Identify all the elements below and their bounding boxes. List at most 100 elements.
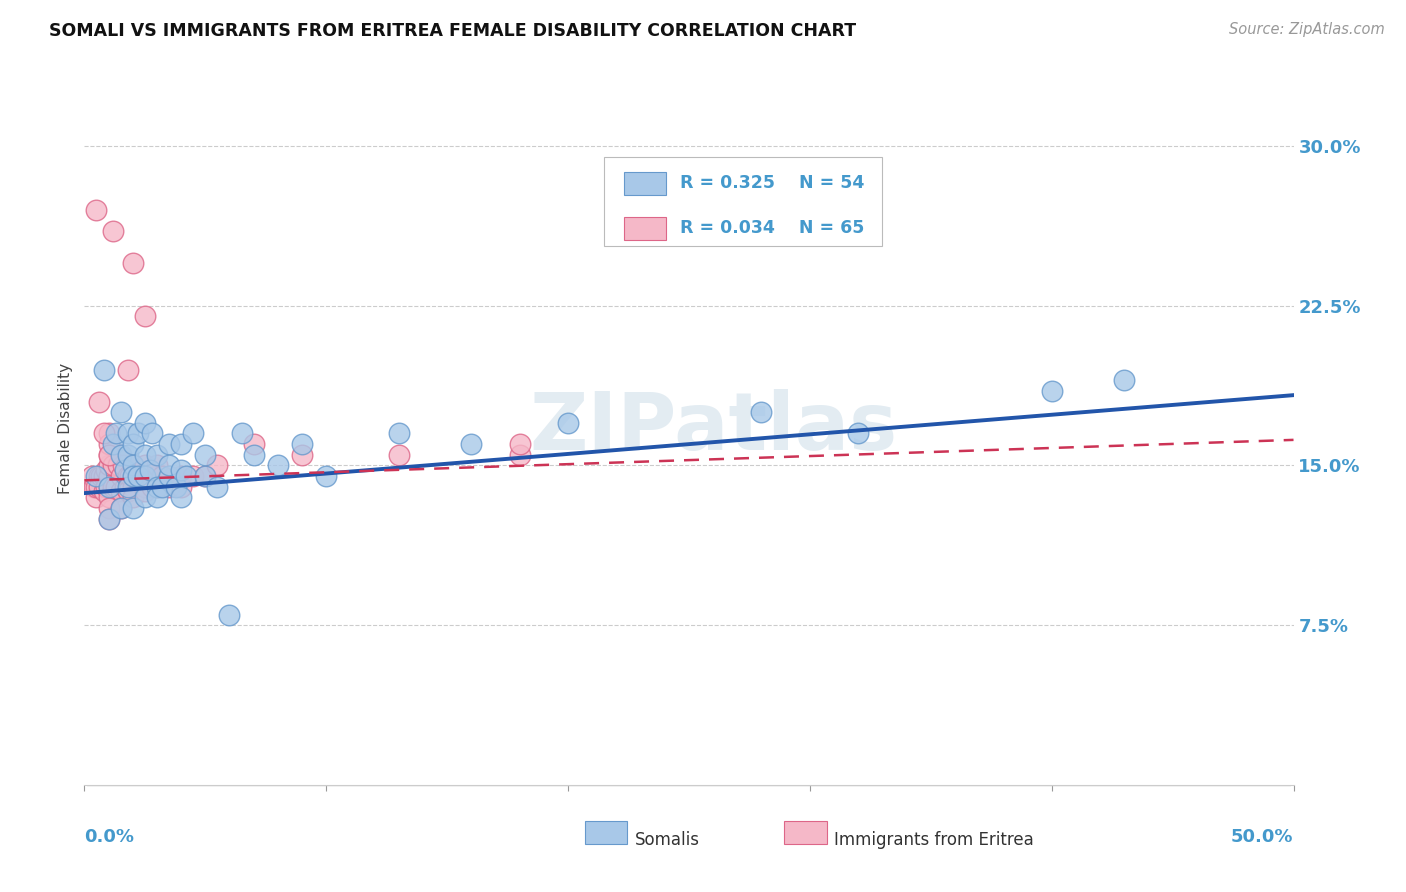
Point	[291, 437, 314, 451]
Point	[207, 458, 229, 473]
Point	[83, 480, 105, 494]
Point	[117, 426, 139, 441]
Point	[110, 469, 132, 483]
Point	[80, 469, 103, 483]
Point	[93, 483, 115, 498]
Point	[127, 426, 149, 441]
Point	[97, 480, 120, 494]
Point	[146, 469, 169, 483]
Point	[97, 480, 120, 494]
Point	[157, 437, 180, 451]
Point	[141, 480, 163, 494]
Point	[134, 416, 156, 430]
Point	[146, 491, 169, 505]
Point	[121, 480, 143, 494]
Point	[94, 480, 117, 494]
Point	[121, 491, 143, 505]
Point	[97, 448, 120, 462]
Point	[110, 405, 132, 419]
FancyBboxPatch shape	[605, 157, 883, 246]
Point	[194, 469, 217, 483]
Point	[86, 480, 108, 494]
Point	[97, 511, 120, 525]
Point	[181, 426, 204, 441]
Point	[557, 416, 579, 430]
Point	[94, 463, 117, 477]
FancyBboxPatch shape	[785, 822, 827, 844]
Point	[194, 469, 217, 483]
Point	[127, 469, 149, 483]
Point	[97, 469, 120, 483]
Point	[134, 491, 156, 505]
Point	[127, 469, 149, 483]
Point	[134, 448, 156, 462]
Point	[86, 469, 108, 483]
Text: R = 0.325    N = 54: R = 0.325 N = 54	[681, 175, 865, 193]
Point	[170, 469, 193, 483]
FancyBboxPatch shape	[585, 822, 627, 844]
FancyBboxPatch shape	[624, 217, 666, 240]
Point	[87, 394, 110, 409]
Point	[97, 501, 120, 516]
Point	[97, 426, 120, 441]
Y-axis label: Female Disability: Female Disability	[58, 362, 73, 494]
Point	[110, 448, 132, 462]
Point	[86, 202, 108, 217]
Point	[87, 480, 110, 494]
Point	[134, 469, 156, 483]
Point	[170, 437, 193, 451]
Point	[117, 469, 139, 483]
Point	[146, 448, 169, 462]
Point	[315, 469, 337, 483]
Text: SOMALI VS IMMIGRANTS FROM ERITREA FEMALE DISABILITY CORRELATION CHART: SOMALI VS IMMIGRANTS FROM ERITREA FEMALE…	[49, 22, 856, 40]
Point	[117, 362, 139, 376]
Point	[97, 458, 120, 473]
Point	[93, 426, 115, 441]
Point	[1040, 384, 1063, 398]
Point	[157, 458, 180, 473]
Point	[121, 256, 143, 270]
Point	[112, 458, 135, 473]
FancyBboxPatch shape	[624, 172, 666, 194]
Point	[93, 469, 115, 483]
Point	[242, 448, 264, 462]
Point	[110, 501, 132, 516]
Point	[110, 448, 132, 462]
Text: Somalis: Somalis	[634, 831, 700, 849]
Point	[114, 463, 136, 477]
Point	[157, 480, 180, 494]
Point	[134, 310, 156, 324]
Point	[751, 405, 773, 419]
Point	[110, 483, 132, 498]
Point	[388, 426, 411, 441]
Point	[150, 480, 173, 494]
Point	[146, 458, 169, 473]
Point	[146, 480, 169, 494]
Point	[267, 458, 290, 473]
Point	[93, 362, 115, 376]
Text: ZIPatlas: ZIPatlas	[529, 389, 897, 467]
Point	[134, 483, 156, 498]
Point	[97, 448, 120, 462]
Point	[1114, 373, 1136, 387]
Point	[509, 448, 531, 462]
Point	[114, 480, 136, 494]
Point	[170, 480, 193, 494]
Point	[138, 463, 160, 477]
Point	[509, 437, 531, 451]
Point	[134, 458, 156, 473]
Point	[110, 501, 132, 516]
Text: Immigrants from Eritrea: Immigrants from Eritrea	[834, 831, 1033, 849]
Point	[97, 511, 120, 525]
Point	[90, 469, 112, 483]
Point	[170, 463, 193, 477]
Point	[117, 483, 139, 498]
Text: Source: ZipAtlas.com: Source: ZipAtlas.com	[1229, 22, 1385, 37]
Point	[218, 607, 240, 622]
Point	[134, 480, 156, 494]
Point	[117, 480, 139, 494]
Point	[194, 448, 217, 462]
Point	[146, 480, 169, 494]
Point	[291, 448, 314, 462]
Text: 50.0%: 50.0%	[1232, 828, 1294, 846]
